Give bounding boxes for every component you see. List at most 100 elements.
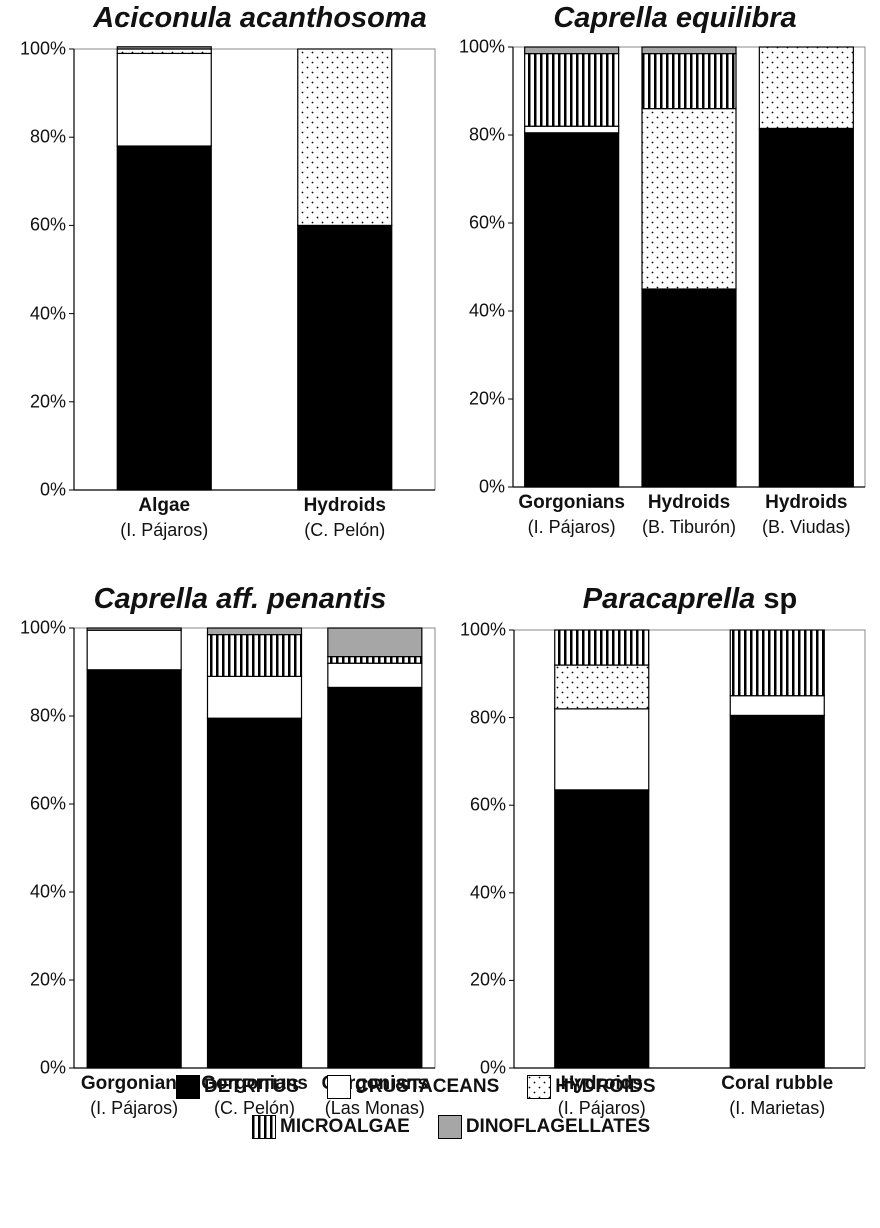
panel-3 <box>69 627 436 1069</box>
y-tick-label: 100% <box>19 38 66 59</box>
legend-swatch-crustaceans <box>327 1075 351 1099</box>
legend-swatch-hydroids <box>527 1075 552 1099</box>
x-category-label: Gorgonians (C. Pelón) <box>201 1072 308 1120</box>
bar-segment-detritus <box>86 669 182 1069</box>
legend-item-hydroids: HYDROIDS <box>527 1075 656 1099</box>
y-tick-label: 0% <box>39 1057 66 1078</box>
category-location: (B. Tiburón) <box>641 517 737 537</box>
panel-title-text: Caprella aff. penantis <box>93 583 387 615</box>
bar-segment-crustaceans <box>206 675 303 719</box>
bar-segment-dinoflagellates <box>641 46 737 55</box>
category-location: (I. Pájaros) <box>527 517 616 537</box>
y-tick-label: 80% <box>29 126 66 147</box>
y-tick-label: 100% <box>458 36 505 57</box>
bar-segment-microalgae <box>206 633 303 677</box>
panel-4 <box>509 629 866 1069</box>
x-category-label: Gorgonians (I. Pájaros) <box>81 1072 188 1120</box>
legend-item-crustaceans: CRUSTACEANS <box>327 1075 499 1099</box>
panel-2 <box>508 46 866 488</box>
bar-segment-dinoflagellates <box>206 627 303 636</box>
bar-segment-hydroids <box>641 107 737 290</box>
x-category-label: Hydroids (C. Pelón) <box>304 494 386 542</box>
bar-segment-detritus <box>524 132 620 488</box>
y-tick-label: 40% <box>469 882 506 903</box>
y-tick-label: 100% <box>459 619 506 640</box>
legend-item-dinoflagellates: DINOFLAGELLATES <box>437 1115 651 1139</box>
bar-segment-detritus <box>758 127 854 488</box>
bar-segment-detritus <box>729 714 825 1069</box>
panel-title-text: Aciconula acanthosoma <box>93 2 427 34</box>
y-tick-label: 60% <box>29 793 66 814</box>
y-tick-label: 20% <box>469 969 506 990</box>
bar-segment-hydroids <box>297 48 393 226</box>
panel-title-3: Caprella aff. penantis <box>94 583 387 616</box>
bar-segment-crustaceans <box>554 708 650 791</box>
category-name: Hydroids <box>765 492 848 513</box>
x-category-label: Hydroids (I. Pájaros) <box>558 1072 646 1120</box>
category-location: (C. Pelón) <box>213 1098 296 1118</box>
legend-label-dinoflagellates: DINOFLAGELLATES <box>465 1116 651 1137</box>
category-name: Hydroids <box>560 1073 643 1094</box>
category-location: (Las Monas) <box>324 1098 425 1118</box>
bar-segment-crustaceans <box>116 52 212 147</box>
bar-segment-microalgae <box>729 629 825 697</box>
y-tick-label: 40% <box>29 881 66 902</box>
bar-segment-detritus <box>297 224 393 491</box>
panel-title-2: Caprella equilibra <box>553 2 796 35</box>
panel-title-suffix: sp <box>755 583 798 615</box>
bar-segment-microalgae <box>641 52 737 110</box>
panel-1 <box>69 46 436 491</box>
bar-segment-detritus <box>116 145 212 491</box>
y-tick-label: 20% <box>29 969 66 990</box>
category-name: Gorgonians <box>80 1073 188 1094</box>
category-name: Gorgonians <box>201 1073 308 1094</box>
y-tick-label: 60% <box>29 214 66 235</box>
y-tick-label: 40% <box>468 300 505 321</box>
y-tick-label: 80% <box>468 124 505 145</box>
bar-segment-crustaceans <box>729 695 825 717</box>
bar-segment-hydroids <box>116 48 212 55</box>
bar-segment-detritus <box>554 789 650 1069</box>
bar-segment-detritus <box>641 288 737 488</box>
bar-segment-detritus <box>327 686 423 1069</box>
y-tick-label: 100% <box>19 617 66 638</box>
category-location: (I. Marietas) <box>729 1098 826 1118</box>
category-name: Algae <box>138 495 191 516</box>
panel-title-text: Paracaprella <box>582 583 756 615</box>
bar-segment-hydroids <box>758 46 854 130</box>
bar-segment-hydroids <box>554 664 650 710</box>
category-location: (I. Pájaros) <box>557 1098 646 1118</box>
bar-segment-microalgae <box>524 52 620 127</box>
legend-label-microalgae: MICROALGAE <box>280 1116 410 1137</box>
category-location: (I. Pájaros) <box>120 520 209 540</box>
y-tick-label: 60% <box>469 794 506 815</box>
bar-segment-dinoflagellates <box>327 627 423 658</box>
bar-segment-dinoflagellates <box>116 46 212 50</box>
legend-label-crustaceans: CRUSTACEANS <box>355 1076 500 1097</box>
legend-item-microalgae: MICROALGAE <box>252 1115 410 1139</box>
bar-segment-dinoflagellates <box>524 46 620 55</box>
bar-segment-crustaceans <box>86 629 182 671</box>
y-tick-label: 60% <box>468 212 505 233</box>
bar-segment-crustaceans <box>327 662 423 689</box>
bar-segment-microalgae <box>554 629 650 666</box>
bar-segment-detritus <box>206 717 303 1069</box>
legend-swatch-microalgae <box>252 1115 276 1139</box>
y-tick-label: 0% <box>479 1057 506 1078</box>
category-name: Hydroids <box>303 495 386 516</box>
category-location: (I. Pájaros) <box>90 1098 179 1118</box>
y-tick-label: 80% <box>29 705 66 726</box>
x-category-label: Hydroids (B. Viudas) <box>762 491 851 539</box>
y-tick-label: 0% <box>39 479 66 500</box>
legend-swatch-detritus <box>176 1075 200 1099</box>
y-tick-label: 0% <box>478 476 505 497</box>
category-location: (C. Pelón) <box>304 520 386 540</box>
category-name: Hydroids <box>647 492 731 513</box>
y-tick-label: 20% <box>29 391 66 412</box>
legend-label-detritus: DETRITUS <box>204 1076 299 1097</box>
category-location: (B. Viudas) <box>761 517 851 537</box>
bar-segment-crustaceans <box>524 125 620 134</box>
legend-swatch-dinoflagellates <box>437 1115 462 1139</box>
